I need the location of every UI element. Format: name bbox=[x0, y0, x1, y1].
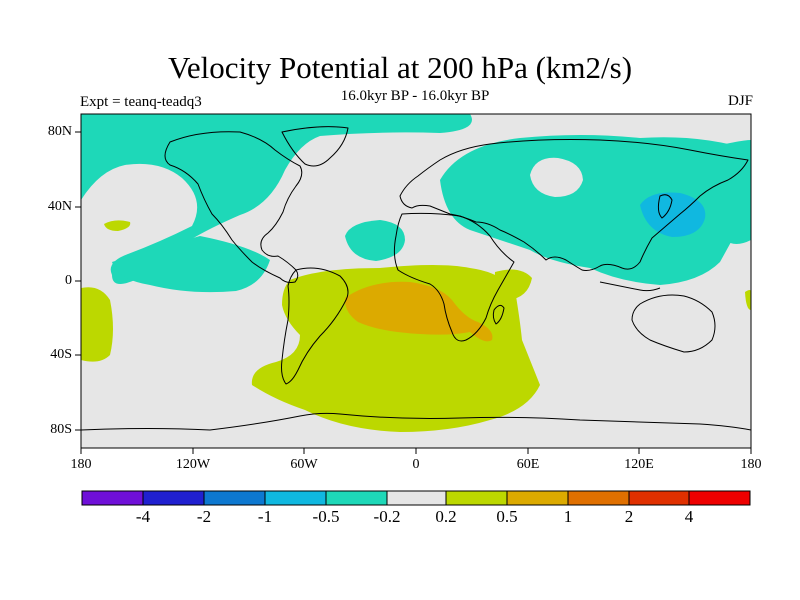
coastline-greenland bbox=[281, 126, 349, 167]
colorbar-segment bbox=[143, 491, 204, 505]
map-panel bbox=[81, 114, 751, 448]
contour-neutral-siberia bbox=[530, 157, 583, 197]
contour-negative-east-pacific-tongue bbox=[112, 236, 270, 293]
contour-positive-east-pacific bbox=[81, 287, 113, 362]
colorbar-label: 0.2 bbox=[435, 507, 457, 526]
experiment-label: Expt = teanq-teadq3 bbox=[80, 94, 202, 110]
lat-label: 80N bbox=[47, 124, 72, 139]
lon-label: 60E bbox=[516, 457, 540, 472]
colorbar-label: 1 bbox=[563, 507, 573, 526]
colorbar-segment bbox=[387, 491, 446, 505]
contour-strong-positive-africa bbox=[344, 281, 493, 342]
colorbar-label: -1 bbox=[257, 507, 273, 526]
lon-label: 0 bbox=[412, 457, 420, 472]
lat-label: 40S bbox=[50, 347, 72, 362]
colorbar-segment bbox=[446, 491, 507, 505]
lon-label: 180 bbox=[70, 457, 92, 472]
contour-negative-arctic-americas bbox=[150, 155, 260, 175]
colorbar-segment bbox=[204, 491, 265, 505]
coastline-indonesia bbox=[599, 281, 661, 292]
contour-negative-japan bbox=[640, 192, 706, 237]
coastline-eurasia bbox=[399, 139, 749, 271]
lat-label: 0 bbox=[65, 273, 72, 288]
coastline-antarctica bbox=[81, 412, 751, 431]
axis-ticks bbox=[75, 131, 752, 454]
colorbar-label: -0.5 bbox=[312, 507, 340, 526]
season-label: DJF bbox=[727, 93, 753, 109]
colorbar-segment bbox=[568, 491, 629, 505]
contour-positive-south-atlantic bbox=[251, 265, 540, 432]
colorbar-label: -4 bbox=[135, 507, 151, 526]
coastline-south-america bbox=[281, 267, 349, 385]
colorbar-label: -0.2 bbox=[373, 507, 401, 526]
coastline-japan bbox=[657, 194, 673, 219]
contour-negative-asia bbox=[440, 135, 751, 285]
contour-negative-north-pacific-edge bbox=[700, 140, 751, 244]
contour-positive-indian-ocean bbox=[494, 269, 532, 300]
colorbar-segment bbox=[689, 491, 750, 505]
colorbar-frame bbox=[81, 490, 751, 506]
colorbar-segment bbox=[507, 491, 568, 505]
colorbar-label: 4 bbox=[684, 507, 694, 526]
colorbar-segment bbox=[326, 491, 387, 505]
colorbar-label: 0.5 bbox=[496, 507, 518, 526]
lon-label: 180 bbox=[740, 457, 762, 472]
contour-positive-date-line bbox=[745, 290, 751, 310]
contour-positive-central-pacific bbox=[104, 220, 131, 231]
coastline-north-america bbox=[164, 131, 303, 283]
colorbar-label: -2 bbox=[196, 507, 212, 526]
lat-label: 80S bbox=[50, 422, 72, 437]
lat-label: 40N bbox=[47, 199, 72, 214]
coastlines bbox=[81, 126, 751, 431]
contour-negative-tropical-atlantic bbox=[345, 220, 405, 261]
colorbar-label: 2 bbox=[624, 507, 634, 526]
coastline-africa bbox=[393, 212, 515, 342]
colorbar bbox=[81, 490, 751, 506]
coastline-australia bbox=[631, 294, 716, 353]
lon-label: 60W bbox=[290, 457, 318, 472]
colorbar-segment bbox=[629, 491, 689, 505]
plot-title: Velocity Potential at 200 hPa (km2/s) bbox=[167, 50, 633, 85]
colorbar-segment bbox=[265, 491, 326, 505]
lon-label: 120E bbox=[624, 457, 654, 472]
coastline-madagascar bbox=[492, 304, 505, 325]
colorbar-segment bbox=[82, 491, 143, 505]
lon-label: 120W bbox=[175, 457, 211, 472]
plot-subtitle: 16.0kyr BP - 16.0kyr BP bbox=[340, 88, 490, 104]
